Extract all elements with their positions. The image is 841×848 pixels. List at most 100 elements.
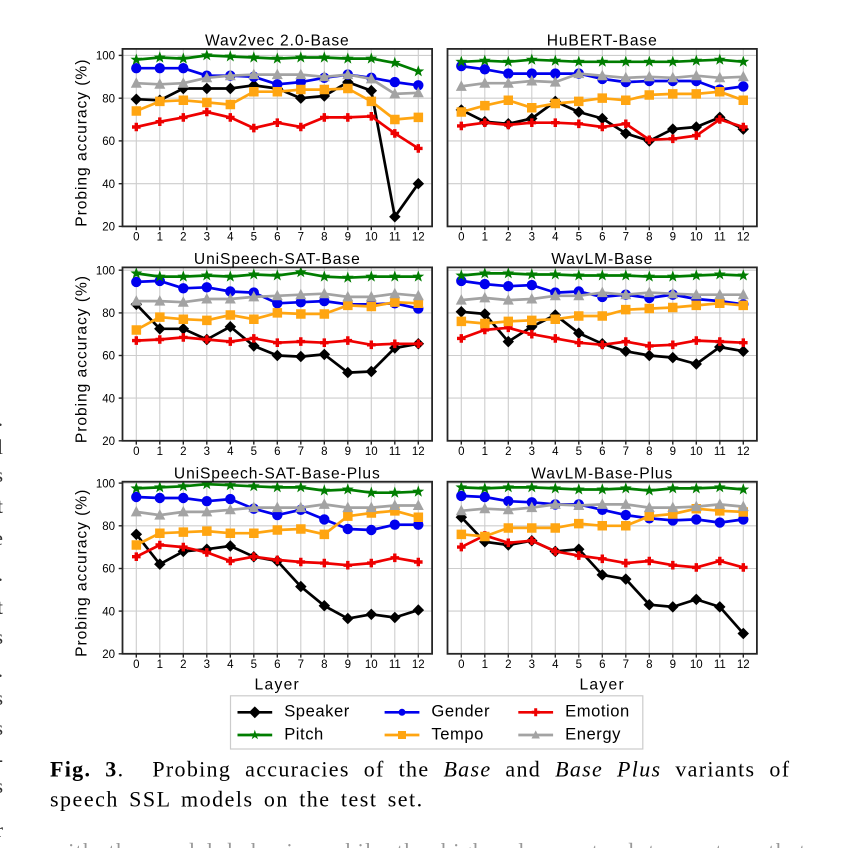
svg-text:l: l (0, 435, 3, 459)
svg-text:s: s (0, 686, 3, 710)
svg-text:Probing accuracy (%): Probing accuracy (%) (74, 489, 91, 657)
svg-text:8: 8 (321, 446, 327, 458)
svg-text:Layer: Layer (579, 677, 625, 694)
svg-text:1: 1 (482, 232, 488, 244)
svg-text:20: 20 (102, 222, 115, 234)
svg-text:9: 9 (670, 446, 676, 458)
svg-text:12: 12 (737, 659, 750, 671)
svg-text:WavLM-Base-Plus: WavLM-Base-Plus (531, 465, 673, 482)
svg-text:UniSpeech-SAT-Base: UniSpeech-SAT-Base (194, 251, 361, 268)
svg-text:Pitch: Pitch (284, 724, 324, 743)
svg-text:7: 7 (298, 446, 304, 458)
svg-text:11: 11 (714, 659, 726, 671)
svg-text:7: 7 (298, 659, 304, 671)
svg-text:6: 6 (599, 446, 605, 458)
svg-text:40: 40 (102, 393, 115, 405)
svg-text:3: 3 (529, 446, 535, 458)
svg-text:3: 3 (529, 232, 535, 244)
svg-text:3: 3 (529, 659, 535, 671)
svg-text:100: 100 (96, 51, 115, 63)
svg-text:11: 11 (389, 446, 401, 458)
svg-text:Emotion: Emotion (565, 702, 630, 721)
svg-text:WavLM-Base: WavLM-Base (551, 251, 653, 268)
svg-text:5: 5 (576, 232, 582, 244)
svg-text:.: . (0, 562, 3, 586)
svg-text:5: 5 (251, 232, 257, 244)
svg-text:4: 4 (227, 446, 234, 458)
svg-text:5: 5 (251, 446, 257, 458)
svg-text:8: 8 (646, 232, 652, 244)
svg-text:.: . (0, 407, 3, 431)
svg-text:1: 1 (157, 659, 163, 671)
svg-text:-: - (0, 747, 3, 771)
svg-text:Wav2vec 2.0-Base: Wav2vec 2.0-Base (205, 33, 350, 50)
svg-text:12: 12 (412, 446, 425, 458)
svg-text:Speaker: Speaker (284, 702, 350, 721)
svg-text:4: 4 (227, 232, 234, 244)
svg-text:7: 7 (623, 659, 629, 671)
svg-text:60: 60 (102, 351, 115, 363)
svg-text:80: 80 (102, 521, 115, 533)
svg-text:s: s (0, 463, 3, 487)
svg-text:Energy: Energy (565, 724, 621, 743)
svg-text:2: 2 (505, 232, 511, 244)
svg-text:2: 2 (180, 232, 186, 244)
svg-text:1: 1 (482, 659, 488, 671)
svg-text:6: 6 (274, 232, 280, 244)
svg-text:s: s (0, 625, 3, 649)
svg-text:10: 10 (690, 232, 703, 244)
svg-text:3: 3 (204, 446, 210, 458)
svg-text:20: 20 (102, 649, 115, 661)
svg-text:0: 0 (458, 446, 464, 458)
svg-text:Tempo: Tempo (431, 724, 484, 743)
svg-text:0: 0 (458, 659, 464, 671)
svg-text:10: 10 (690, 446, 703, 458)
svg-text:9: 9 (345, 232, 351, 244)
svg-text:4: 4 (227, 659, 234, 671)
svg-text:r: r (0, 818, 3, 842)
svg-text:8: 8 (646, 446, 652, 458)
svg-text:0: 0 (133, 446, 139, 458)
svg-text:HuBERT-Base: HuBERT-Base (547, 33, 658, 50)
svg-text:0: 0 (133, 232, 139, 244)
svg-text:7: 7 (623, 446, 629, 458)
svg-text:0: 0 (133, 659, 139, 671)
svg-text:Probing accuracy (%): Probing accuracy (%) (74, 275, 91, 443)
svg-text:11: 11 (389, 659, 401, 671)
svg-text:100: 100 (96, 265, 115, 277)
svg-text:9: 9 (670, 659, 676, 671)
svg-text:10: 10 (690, 659, 703, 671)
svg-text:12: 12 (412, 659, 425, 671)
svg-text:60: 60 (102, 564, 115, 576)
svg-text:Gender: Gender (431, 702, 490, 721)
svg-text:.: . (0, 658, 3, 682)
svg-text:100: 100 (96, 478, 115, 490)
svg-text:8: 8 (321, 232, 327, 244)
svg-text:2: 2 (505, 659, 511, 671)
svg-text:12: 12 (737, 232, 750, 244)
svg-text:s: s (0, 716, 3, 740)
svg-text:6: 6 (274, 659, 280, 671)
svg-text:Layer: Layer (255, 677, 301, 694)
svg-text:20: 20 (102, 436, 115, 448)
svg-text:10: 10 (365, 659, 378, 671)
svg-text:t: t (0, 595, 3, 619)
svg-text:Fig. 3. Probing accuracies of: Fig. 3. Probing accuracies of the Base a… (50, 757, 790, 782)
svg-text:2: 2 (180, 659, 186, 671)
svg-text:4: 4 (552, 232, 559, 244)
svg-text:60: 60 (102, 136, 115, 148)
svg-text:6: 6 (274, 446, 280, 458)
svg-text:5: 5 (576, 659, 582, 671)
svg-text:40: 40 (102, 606, 115, 618)
svg-text:5: 5 (251, 659, 257, 671)
svg-text:8: 8 (646, 659, 652, 671)
svg-text:0: 0 (458, 232, 464, 244)
svg-text:6: 6 (599, 232, 605, 244)
svg-text:3: 3 (204, 659, 210, 671)
svg-text:t: t (0, 494, 3, 518)
svg-text:4: 4 (552, 446, 559, 458)
svg-text:1: 1 (157, 232, 163, 244)
svg-text:with the model behavior while: with the model behavior while the higher… (51, 839, 807, 848)
svg-text:80: 80 (102, 93, 115, 105)
svg-text:9: 9 (345, 446, 351, 458)
